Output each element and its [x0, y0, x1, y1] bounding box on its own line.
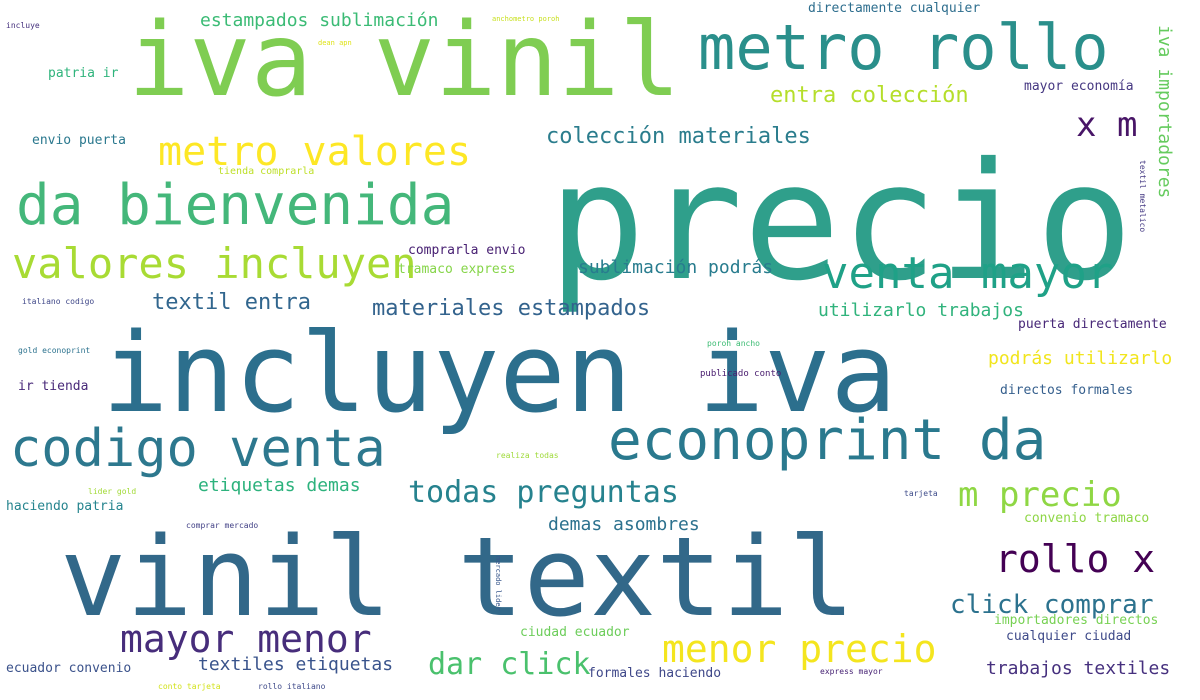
- cloud-word: ciudad ecuador: [520, 625, 630, 640]
- cloud-word: textiles etiquetas: [198, 654, 394, 675]
- cloud-word: vinil textil: [60, 513, 855, 641]
- cloud-word: metro valores: [158, 129, 472, 175]
- cloud-word: rollo x: [995, 537, 1156, 581]
- cloud-word: colección materiales: [546, 124, 811, 149]
- cloud-word: publicado conto: [700, 369, 782, 379]
- cloud-word: rollo italiano: [258, 682, 326, 691]
- cloud-word: sublimación podrás: [578, 257, 774, 278]
- cloud-word: lider gold: [88, 487, 137, 496]
- cloud-word: valores incluyen: [12, 239, 417, 288]
- cloud-word: podrás utilizarlo: [988, 348, 1173, 369]
- cloud-word: mayor menor: [120, 617, 372, 661]
- cloud-word: envio puerta: [32, 133, 126, 148]
- cloud-word: todas preguntas: [408, 475, 679, 510]
- cloud-word: anchometro poroh: [492, 15, 560, 23]
- cloud-word: tramaco express: [398, 262, 516, 277]
- cloud-word: gold econoprint: [18, 346, 91, 355]
- cloud-word: ecuador convenio: [6, 661, 132, 676]
- cloud-word: estampados sublimación: [200, 10, 439, 31]
- cloud-word: puerta directamente: [1018, 317, 1167, 332]
- cloud-word: da bienvenida: [16, 173, 455, 238]
- cloud-word: tienda comprarla: [218, 166, 315, 177]
- cloud-word: trabajos textiles: [986, 658, 1171, 679]
- cloud-word: iva importadores: [1154, 25, 1175, 199]
- cloud-word: comprar mercado: [186, 521, 259, 530]
- cloud-word: convenio tramaco: [1024, 511, 1150, 526]
- cloud-word: patria ir: [48, 66, 119, 81]
- cloud-word: mercado lider: [494, 556, 502, 611]
- cloud-word: cualquier ciudad: [1006, 629, 1132, 644]
- cloud-word: iva vinil: [128, 1, 681, 120]
- cloud-word: incluye: [6, 21, 40, 30]
- cloud-word: codigo venta: [10, 419, 386, 479]
- cloud-word: dean apn: [318, 39, 352, 47]
- cloud-word: demas asombres: [548, 514, 700, 535]
- cloud-word: mayor economía: [1024, 79, 1134, 94]
- cloud-word: utilizarlo trabajos: [818, 300, 1024, 321]
- cloud-word: entra colección: [770, 83, 969, 108]
- cloud-word: materiales estampados: [372, 296, 651, 321]
- cloud-word: venta mayor: [822, 248, 1114, 299]
- cloud-word: italiano codigo: [22, 297, 95, 306]
- cloud-word: conto tarjeta: [158, 682, 221, 691]
- cloud-word: etiquetas demas: [198, 475, 361, 496]
- cloud-word: metro rollo: [698, 11, 1109, 84]
- cloud-word: precio: [548, 129, 1134, 317]
- cloud-word: menor precio: [662, 627, 937, 671]
- cloud-word: poroh ancho: [707, 339, 760, 348]
- cloud-word: x m: [1076, 105, 1138, 145]
- cloud-word: express mayor: [820, 667, 883, 676]
- cloud-word: importadores directos: [994, 613, 1159, 628]
- cloud-word: click comprar: [950, 590, 1154, 620]
- cloud-word: comprarla envio: [408, 243, 526, 258]
- cloud-word: textil entra: [152, 290, 311, 315]
- cloud-word: dar click: [428, 647, 591, 682]
- cloud-word: directos formales: [1000, 383, 1134, 398]
- cloud-word: econoprint da: [608, 408, 1047, 473]
- cloud-word: m precio: [958, 475, 1122, 515]
- cloud-word: formales haciendo: [588, 666, 722, 681]
- cloud-word: ir tienda: [18, 379, 89, 394]
- cloud-word: tarjeta: [904, 489, 938, 498]
- cloud-word: realiza todas: [496, 451, 559, 460]
- cloud-word: textil metalico: [1138, 160, 1147, 233]
- cloud-word: directamente cualquier: [808, 1, 981, 16]
- cloud-word: haciendo patria: [6, 499, 124, 514]
- cloud-word: incluyen iva: [102, 309, 897, 437]
